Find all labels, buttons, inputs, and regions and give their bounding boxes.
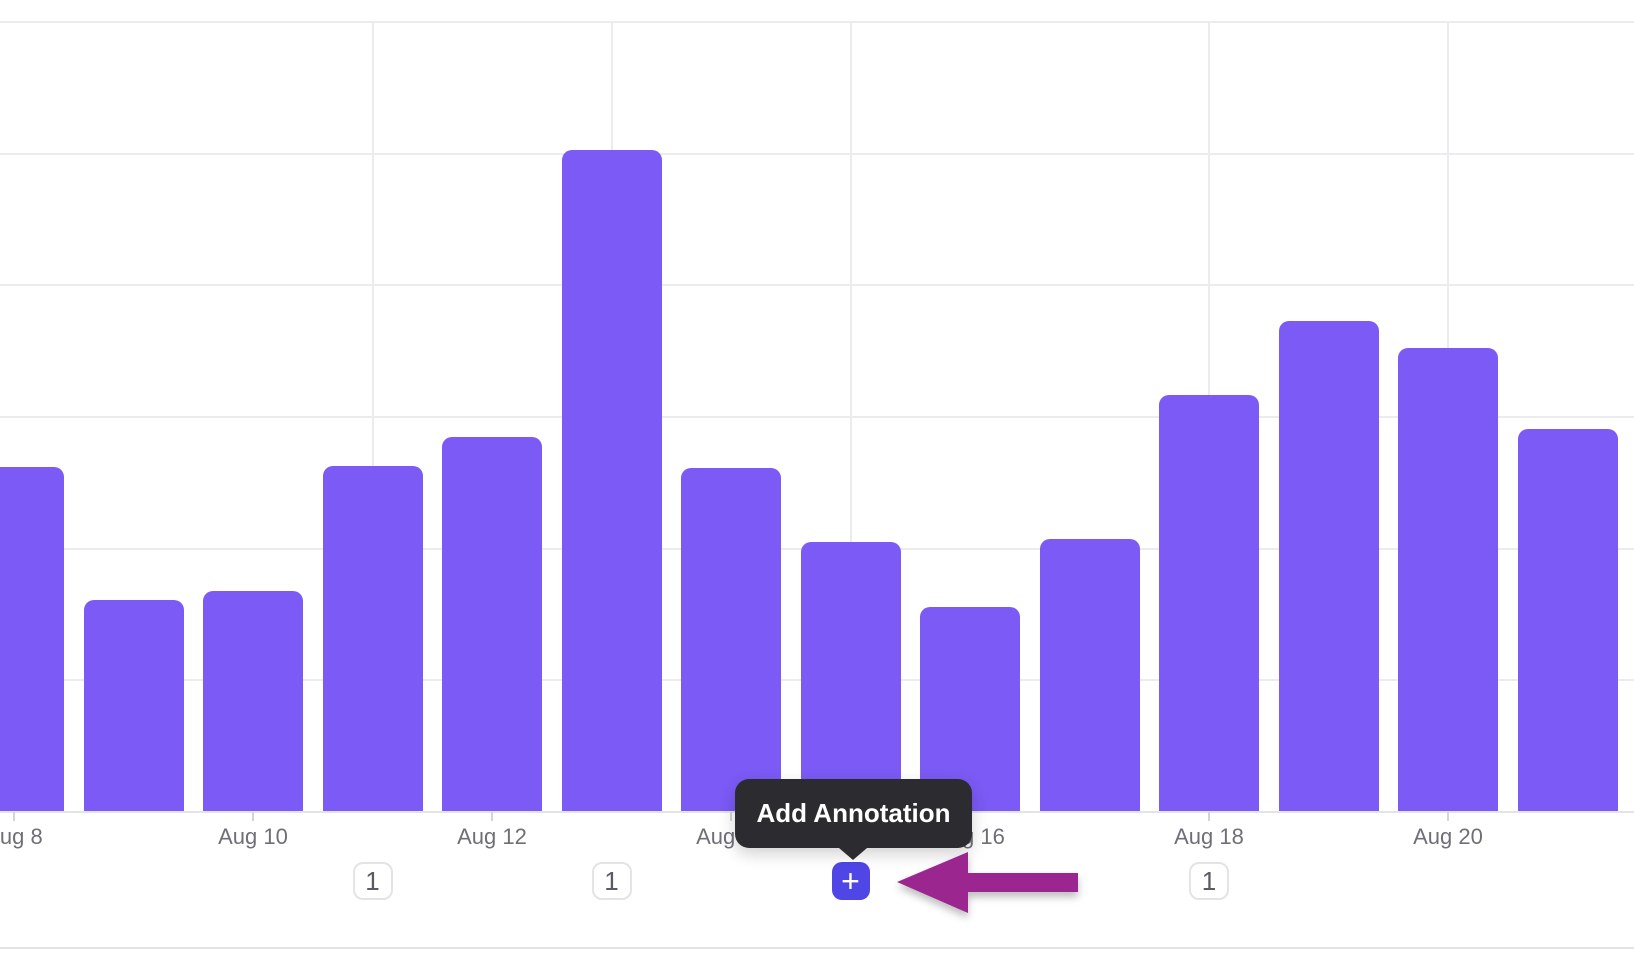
bar[interactable]	[322, 465, 423, 812]
bar[interactable]	[800, 542, 901, 812]
bar[interactable]	[0, 466, 64, 812]
x-axis-tick	[13, 812, 15, 821]
gridline-horizontal	[0, 152, 1634, 155]
x-axis-tick	[252, 812, 254, 821]
x-axis-label: Aug 8	[0, 824, 43, 849]
gridline-horizontal	[0, 415, 1634, 418]
x-axis-tick	[730, 812, 732, 821]
bar[interactable]	[442, 436, 542, 812]
gridline-horizontal	[0, 20, 1634, 23]
add-annotation-button[interactable]: +	[831, 862, 870, 900]
bar[interactable]	[1278, 320, 1379, 812]
plus-icon: +	[841, 863, 860, 899]
x-axis-label: Aug 10	[218, 824, 288, 849]
annotation-count-badge[interactable]: 1	[352, 862, 393, 900]
x-axis-tick	[1208, 812, 1210, 821]
tooltip-label: Add Annotation	[756, 798, 951, 828]
x-axis-tick	[1447, 812, 1449, 821]
x-axis-label: Aug 20	[1413, 824, 1483, 849]
x-axis-tick	[491, 812, 493, 821]
gridline-horizontal	[0, 284, 1634, 287]
annotation-count-badge[interactable]: 1	[591, 862, 632, 900]
bar[interactable]	[1517, 428, 1618, 812]
gridline-vertical	[849, 22, 852, 812]
bar[interactable]	[1398, 348, 1498, 812]
bar[interactable]	[203, 590, 303, 812]
section-divider	[0, 947, 1634, 949]
add-annotation-tooltip: Add Annotation	[734, 779, 973, 860]
bar[interactable]	[1159, 394, 1259, 812]
tooltip-pointer-icon	[839, 848, 868, 860]
bar[interactable]	[561, 149, 662, 812]
pointer-arrow-icon	[897, 852, 1078, 913]
x-axis-label: Aug 18	[1174, 824, 1244, 849]
bar[interactable]	[83, 599, 184, 812]
annotation-count-badge[interactable]: 1	[1189, 862, 1229, 900]
x-axis-label: Aug 12	[457, 824, 527, 849]
bar[interactable]	[681, 468, 781, 812]
bar[interactable]	[920, 606, 1020, 812]
gridline-vertical	[371, 22, 374, 812]
bar[interactable]	[1039, 539, 1140, 812]
